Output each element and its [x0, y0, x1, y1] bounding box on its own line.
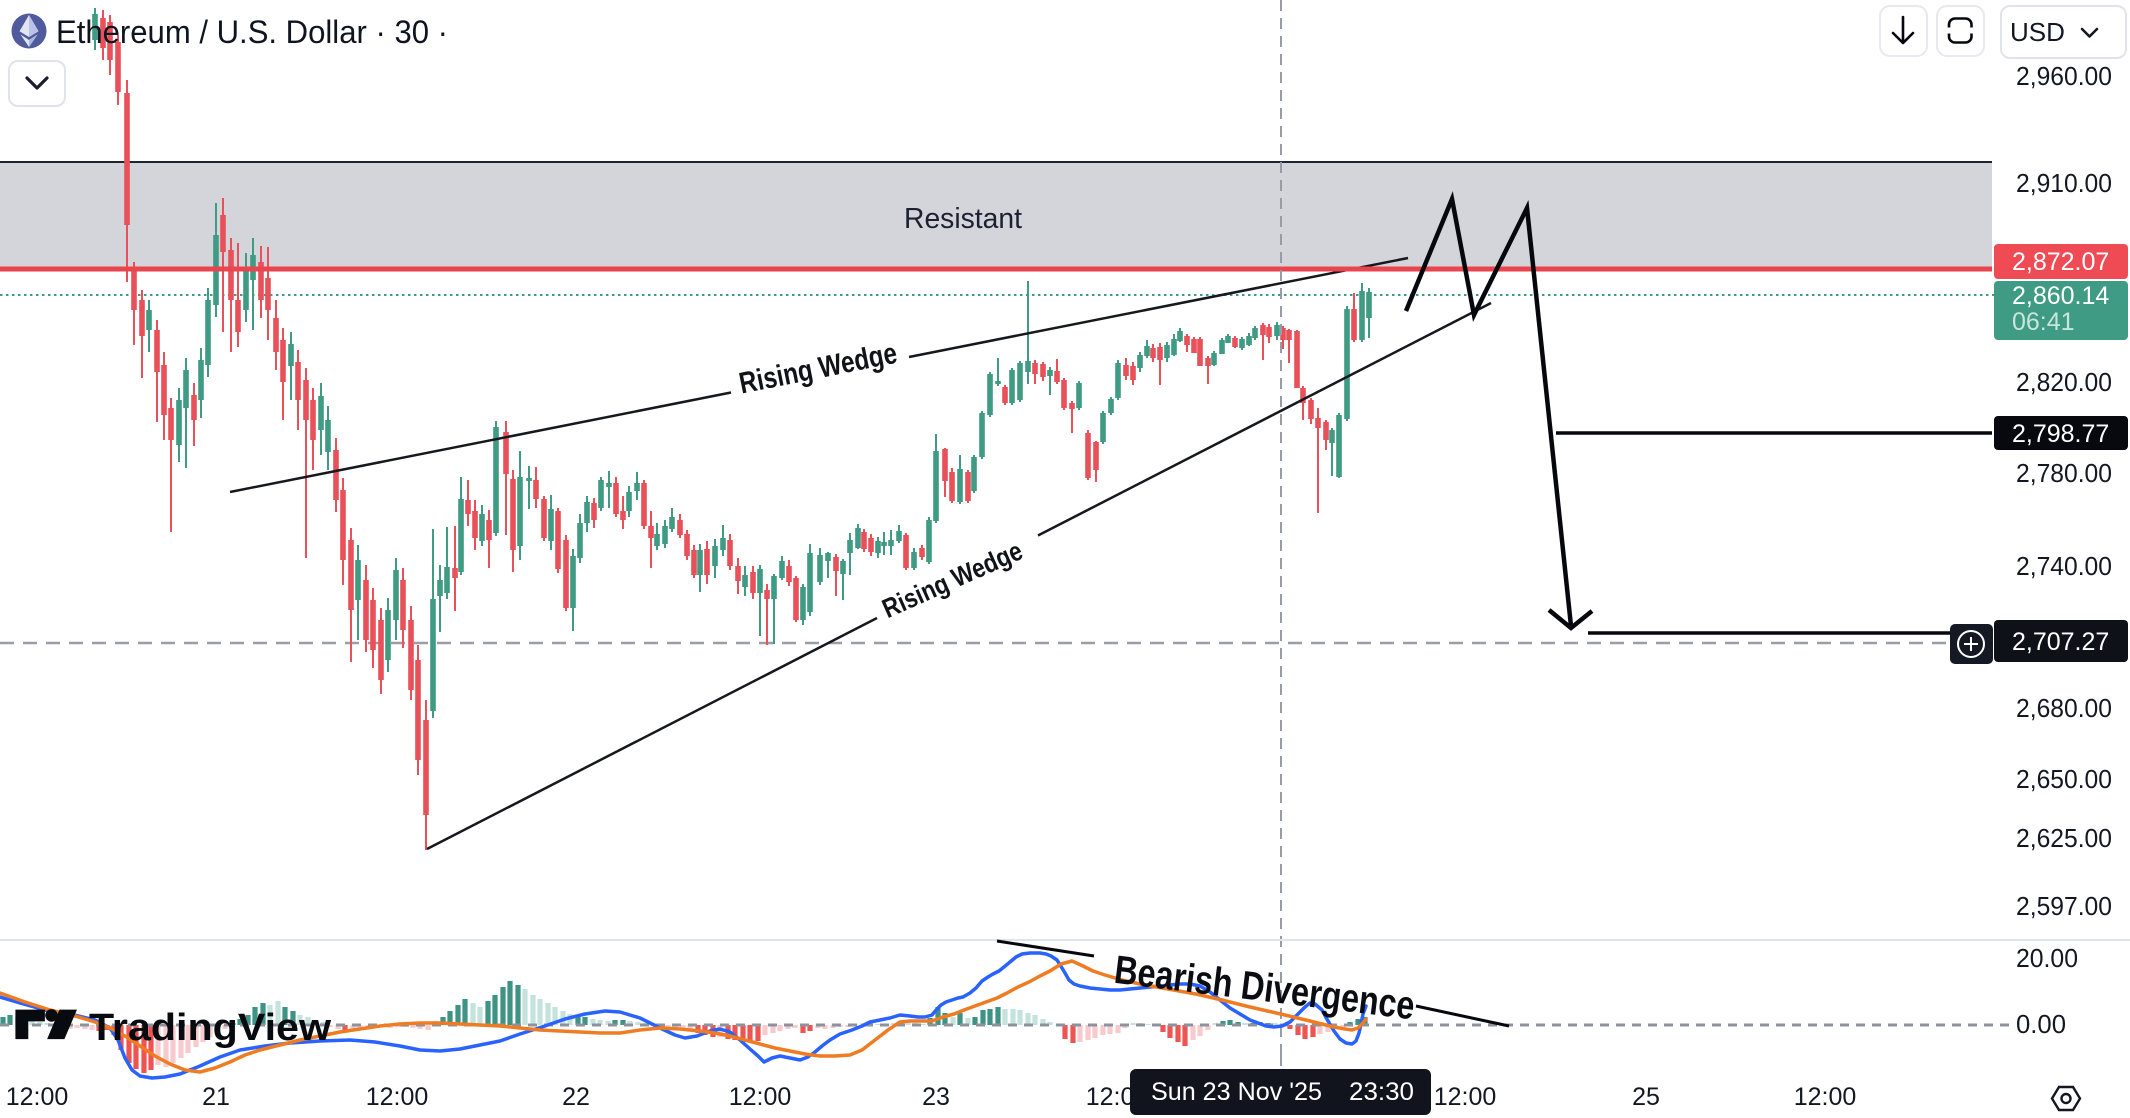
svg-text:22: 22	[562, 1083, 590, 1111]
svg-text:Resistant: Resistant	[904, 203, 1022, 235]
svg-text:23:30: 23:30	[1349, 1078, 1414, 1106]
svg-text:2,740.00: 2,740.00	[2016, 551, 2112, 581]
svg-text:20.00: 20.00	[2016, 943, 2078, 973]
svg-text:12:00: 12:00	[1794, 1083, 1857, 1111]
svg-text:06:41: 06:41	[2012, 308, 2075, 336]
svg-text:21: 21	[202, 1083, 230, 1111]
svg-text:2,625.00: 2,625.00	[2016, 823, 2112, 853]
svg-text:2,872.07: 2,872.07	[2012, 248, 2109, 276]
svg-text:2,650.00: 2,650.00	[2016, 764, 2112, 794]
svg-text:12:00: 12:00	[366, 1083, 429, 1111]
svg-text:12:00: 12:00	[729, 1083, 792, 1111]
svg-text:2,820.00: 2,820.00	[2016, 367, 2112, 397]
svg-text:12:00: 12:00	[6, 1083, 69, 1111]
svg-text:2,597.00: 2,597.00	[2016, 891, 2112, 921]
svg-text:2,798.77: 2,798.77	[2012, 420, 2109, 448]
svg-text:2,780.00: 2,780.00	[2016, 458, 2112, 488]
svg-text:Ethereum / U.S. Dollar · 30 ·: Ethereum / U.S. Dollar · 30 ·	[56, 14, 448, 50]
svg-text:2,910.00: 2,910.00	[2016, 168, 2112, 198]
svg-text:2,860.14: 2,860.14	[2012, 282, 2109, 310]
svg-text:12:00: 12:00	[1434, 1083, 1497, 1111]
svg-text:TradingView: TradingView	[89, 1007, 331, 1049]
svg-text:23: 23	[922, 1083, 950, 1111]
svg-text:2,960.00: 2,960.00	[2016, 61, 2112, 91]
svg-text:USD: USD	[2010, 17, 2065, 47]
svg-text:Sun 23 Nov '25: Sun 23 Nov '25	[1151, 1078, 1322, 1106]
svg-text:2,707.27: 2,707.27	[2012, 628, 2109, 656]
svg-text:2,680.00: 2,680.00	[2016, 693, 2112, 723]
svg-text:25: 25	[1632, 1083, 1660, 1111]
svg-text:0.00: 0.00	[2016, 1009, 2066, 1039]
